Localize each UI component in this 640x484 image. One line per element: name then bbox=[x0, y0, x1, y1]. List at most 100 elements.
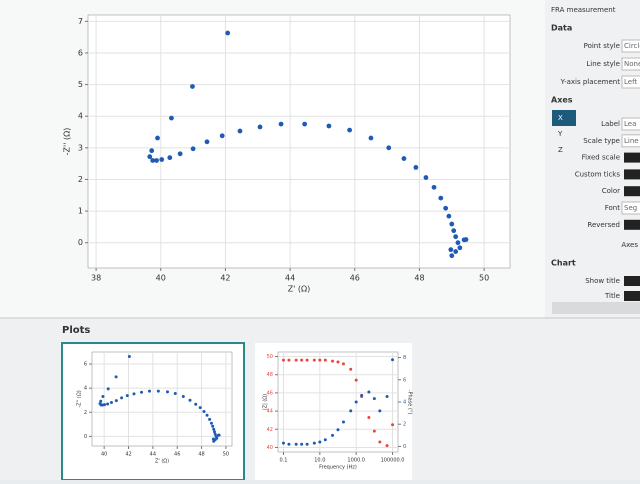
setting-field[interactable] bbox=[621, 57, 640, 71]
data-point bbox=[106, 402, 110, 406]
data-point bbox=[147, 154, 153, 160]
x-tick-label: 0.1 bbox=[279, 458, 287, 464]
x-tick-label: 48 bbox=[414, 273, 424, 282]
data-point bbox=[219, 133, 225, 139]
data-point bbox=[99, 399, 103, 403]
data-point bbox=[372, 397, 376, 401]
data-point bbox=[354, 400, 358, 404]
y2-tick-label: 2 bbox=[403, 422, 406, 428]
data-point bbox=[438, 195, 444, 201]
x-tick-label: 38 bbox=[91, 273, 101, 282]
y-tick-label: 4 bbox=[84, 386, 87, 392]
y-tick-label: 44 bbox=[267, 409, 273, 415]
data-point bbox=[354, 378, 358, 382]
setting-value: Circle bbox=[624, 42, 640, 50]
axis-tab[interactable]: X bbox=[558, 114, 563, 122]
toggle[interactable] bbox=[624, 186, 640, 197]
data-point bbox=[300, 358, 304, 362]
section-title: Chart bbox=[551, 259, 576, 268]
data-point bbox=[109, 400, 113, 404]
x-tick-label: 46 bbox=[174, 452, 180, 458]
y-tick-label: 1 bbox=[78, 207, 83, 216]
data-point bbox=[167, 155, 173, 161]
section-title: Axes bbox=[551, 96, 573, 105]
toggle[interactable] bbox=[624, 276, 640, 286]
y-tick-label: 0 bbox=[78, 238, 83, 247]
data-point bbox=[165, 390, 169, 394]
data-point bbox=[385, 444, 389, 448]
data-point bbox=[213, 432, 217, 436]
setting-field[interactable] bbox=[621, 39, 640, 53]
x-tick-label: 50 bbox=[223, 452, 229, 458]
data-point bbox=[212, 439, 216, 443]
data-point bbox=[391, 423, 395, 427]
data-point bbox=[448, 247, 454, 253]
data-point bbox=[372, 429, 376, 433]
axis-tab[interactable]: Z bbox=[558, 146, 563, 154]
setting-value: Line bbox=[624, 137, 639, 145]
data-point bbox=[446, 213, 452, 219]
data-point bbox=[368, 135, 374, 141]
setting-label: Line style bbox=[586, 60, 620, 68]
data-point bbox=[378, 440, 382, 444]
data-point bbox=[336, 360, 340, 364]
y2-tick-label: 8 bbox=[403, 355, 406, 361]
data-point bbox=[208, 417, 212, 421]
x-axis-label: Frequency (Hz) bbox=[319, 465, 357, 471]
data-point bbox=[173, 391, 177, 395]
setting-field[interactable] bbox=[621, 117, 640, 131]
data-point bbox=[449, 253, 455, 259]
data-point bbox=[323, 358, 327, 362]
data-point bbox=[401, 156, 407, 161]
y-tick-label: 7 bbox=[78, 17, 83, 26]
data-point bbox=[198, 406, 202, 410]
data-point bbox=[140, 390, 144, 394]
data-point bbox=[312, 441, 316, 445]
plots-title: Plots bbox=[62, 325, 90, 336]
y2-tick-label: 6 bbox=[403, 377, 406, 383]
data-point bbox=[349, 367, 353, 371]
data-point bbox=[385, 394, 389, 398]
data-point bbox=[194, 402, 198, 406]
toggle[interactable] bbox=[624, 219, 640, 230]
data-point bbox=[312, 358, 316, 362]
setting-field[interactable] bbox=[621, 134, 640, 148]
data-point bbox=[209, 421, 213, 425]
data-point bbox=[114, 375, 118, 379]
axis-tab-active[interactable] bbox=[552, 110, 576, 126]
x-tick-label: 50 bbox=[479, 273, 489, 282]
data-point bbox=[341, 420, 345, 424]
data-point bbox=[360, 393, 364, 397]
setting-field[interactable] bbox=[621, 75, 640, 89]
data-point bbox=[159, 157, 165, 162]
data-point bbox=[323, 438, 327, 442]
data-point bbox=[443, 205, 449, 211]
data-point bbox=[204, 139, 210, 145]
axis-tab[interactable]: Y bbox=[557, 130, 563, 138]
data-point bbox=[132, 392, 136, 396]
y-tick-label: 3 bbox=[78, 143, 83, 152]
toggle[interactable] bbox=[624, 152, 640, 163]
y2-tick-label: 0 bbox=[403, 444, 406, 450]
data-point bbox=[349, 409, 353, 413]
data-point bbox=[451, 228, 457, 234]
plot-area bbox=[91, 351, 233, 447]
setting-field[interactable] bbox=[621, 201, 640, 215]
data-point bbox=[431, 184, 437, 190]
data-point bbox=[331, 433, 335, 437]
toggle[interactable] bbox=[624, 169, 640, 180]
y-tick-label: 40 bbox=[267, 445, 273, 451]
toggle[interactable] bbox=[624, 291, 640, 301]
data-point bbox=[318, 358, 322, 362]
data-point bbox=[367, 415, 371, 419]
data-point bbox=[202, 410, 206, 414]
data-point bbox=[302, 121, 308, 127]
data-point bbox=[106, 387, 110, 391]
setting-label: Color bbox=[602, 187, 620, 195]
x-tick-label: 10.0 bbox=[314, 458, 325, 464]
data-point bbox=[225, 30, 231, 36]
setting-label: Scale type bbox=[583, 137, 620, 145]
data-point bbox=[318, 440, 322, 444]
data-point bbox=[331, 359, 335, 363]
